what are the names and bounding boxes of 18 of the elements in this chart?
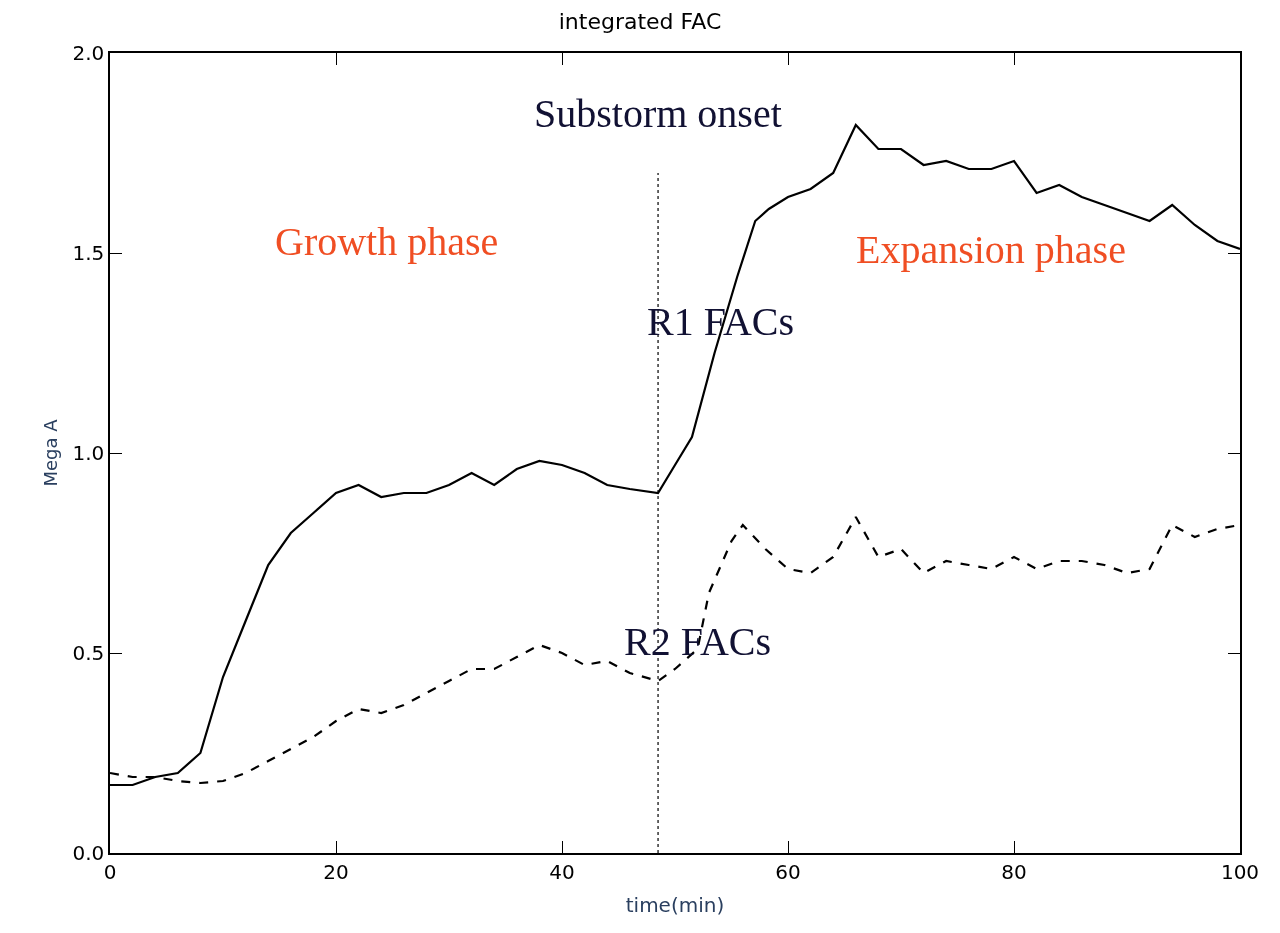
x-tick-label: 20 (323, 859, 349, 884)
y-tick-label: 0.5 (72, 641, 105, 665)
y-tick-label: 0.0 (72, 841, 105, 865)
annotation: Growth phase (275, 219, 499, 264)
y-tick-label: 1.0 (72, 441, 105, 465)
chart-title: integrated FAC (558, 9, 722, 35)
x-tick-label: 0 (103, 859, 117, 884)
annotation: Expansion phase (856, 227, 1126, 272)
y-tick-label: 2.0 (72, 41, 105, 65)
x-axis-title: time(min) (625, 892, 725, 917)
x-tick-label: 100 (1220, 859, 1260, 884)
y-tick-label: 1.5 (72, 241, 105, 265)
y-axis-title: Mega A (40, 418, 62, 487)
x-tick-label: 40 (549, 859, 575, 884)
annotation: R2 FACs (624, 619, 772, 664)
x-tick-label: 80 (1001, 859, 1027, 884)
ref-line-label: Substorm onset (534, 91, 782, 136)
x-tick-label: 60 (775, 859, 801, 884)
